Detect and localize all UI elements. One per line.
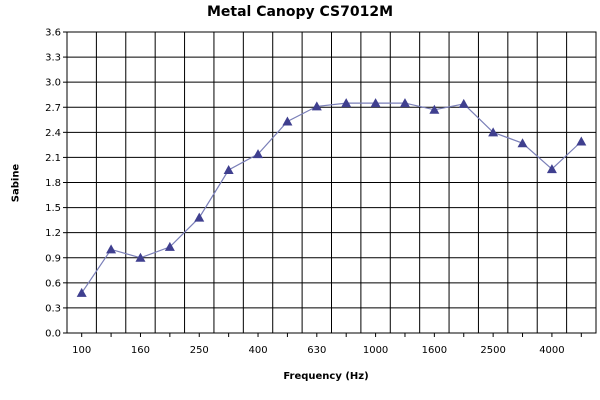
y-tick-label: 1.2 <box>45 228 61 239</box>
axes: 0.0 0.3 0.6 0.9 1.2 1.5 1.8 2.1 2.4 2.7 3.0 3.3 3.6 1… <box>45 28 597 356</box>
data-point-marker <box>370 98 381 108</box>
data-point-marker <box>576 136 587 146</box>
y-tick-label: 1.8 <box>45 178 61 189</box>
x-tick-label: 630 <box>307 345 326 356</box>
x-tick-label: 2500 <box>480 345 505 356</box>
data-point-marker <box>223 164 234 174</box>
data-point-marker <box>488 127 499 137</box>
y-tick-label: 0.6 <box>45 278 61 289</box>
x-tick-label: 400 <box>248 345 267 356</box>
y-tick-label: 3.3 <box>45 53 61 64</box>
data-point-marker <box>106 244 117 254</box>
grid <box>67 31 596 334</box>
y-tick-label: 3.0 <box>45 78 61 89</box>
data-point-marker <box>164 241 175 251</box>
data-point-marker <box>194 212 205 222</box>
x-tick-label: 4000 <box>539 345 564 356</box>
x-tick-label: 1000 <box>363 345 388 356</box>
series-line <box>81 102 582 294</box>
data-point-marker <box>429 104 440 114</box>
data-point-marker <box>76 287 87 297</box>
x-tick-label: 100 <box>72 345 91 356</box>
data-point-marker <box>282 116 293 126</box>
data-point-marker <box>341 98 352 108</box>
x-tick-label: 1600 <box>422 345 447 356</box>
y-tick-label: 2.4 <box>45 128 61 139</box>
plot-border <box>66 31 597 334</box>
y-tick-label: 0.9 <box>45 253 61 264</box>
data-point-marker <box>253 149 264 159</box>
y-tick-label: 0.3 <box>45 303 61 314</box>
y-tick-label: 1.5 <box>45 203 61 214</box>
y-tick-label: 3.6 <box>45 28 61 39</box>
data-point-marker <box>311 101 322 111</box>
data-point-marker <box>399 98 410 108</box>
x-axis-label: Frequency (Hz) <box>283 371 369 382</box>
chart-title: Metal Canopy CS7012M <box>206 4 394 20</box>
data-point-marker <box>517 138 528 148</box>
y-tick-label: 0.0 <box>45 329 61 340</box>
data-series <box>76 98 587 297</box>
data-point-marker <box>546 164 557 174</box>
y-tick-label: 2.1 <box>45 153 61 164</box>
data-point-marker <box>135 252 146 262</box>
x-tick-label: 160 <box>131 345 150 356</box>
y-tick-label: 2.7 <box>45 103 61 114</box>
data-point-marker <box>458 98 469 108</box>
x-tick-label: 250 <box>190 345 209 356</box>
